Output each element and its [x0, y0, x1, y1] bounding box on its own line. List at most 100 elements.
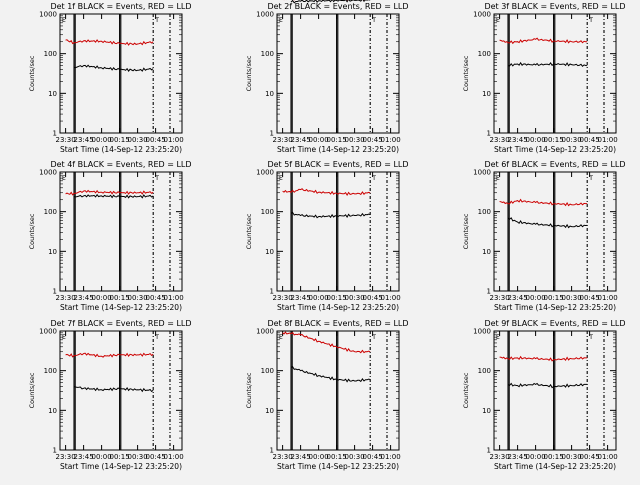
x-tick-label: 00:45 [146, 136, 166, 144]
x-tick-label: 00:00 [92, 136, 112, 144]
x-tick-label: 00:45 [363, 294, 383, 302]
y-tick-label: 100 [478, 208, 491, 216]
marker-t: T [371, 334, 376, 341]
x-tick-label: 23:45 [74, 136, 94, 144]
marker-e: E [279, 334, 283, 341]
x-tick-label: 00:00 [309, 453, 329, 461]
chart-panel-1: Det 1f BLACK = Events, RED = LLD 1 10 100 10… [28, 2, 192, 154]
series-line-events [290, 0, 371, 4]
chart-panel-5: Det 5f BLACK = Events, RED = LLD 1 10 100 10… [245, 160, 409, 312]
x-tick-label: 23:30 [490, 136, 510, 144]
x-tick-label: 00:00 [526, 136, 546, 144]
y-tick-label: 10 [265, 248, 274, 256]
x-tick-label: 00:15 [544, 136, 564, 144]
x-tick-label: 23:30 [273, 294, 293, 302]
x-tick-label: 23:45 [508, 136, 528, 144]
x-tick-label: 23:30 [56, 136, 76, 144]
marker-e: E [62, 17, 66, 24]
series-line-events [507, 382, 588, 389]
chart-panel-7: Det 7f BLACK = Events, RED = LLD 1 10 100 10… [28, 319, 192, 471]
y-tick-label: 1 [53, 288, 57, 296]
series-line-events [507, 61, 588, 68]
y-tick-label: 1000 [473, 11, 491, 19]
x-tick-label: 01:00 [164, 136, 184, 144]
x-tick-label: 23:30 [490, 294, 510, 302]
marker-e: E [62, 175, 66, 182]
y-tick-label: 100 [261, 367, 274, 375]
marker-t: T [154, 17, 159, 24]
y-tick-label: 1 [53, 447, 57, 455]
y-tick-label: 100 [44, 50, 57, 58]
x-tick-label: 00:30 [128, 136, 148, 144]
marker-t: T [154, 334, 159, 341]
y-axis-label: Counts/sec [462, 372, 470, 408]
chart-title: Det 6f BLACK = Events, RED = LLD [484, 160, 625, 169]
y-axis-label: Counts/sec [28, 372, 36, 408]
x-tick-label: 00:45 [146, 453, 166, 461]
chart-title: Det 1f BLACK = Events, RED = LLD [50, 2, 191, 11]
chart-title: Det 8f BLACK = Events, RED = LLD [267, 319, 408, 328]
chart-title: Det 4f BLACK = Events, RED = LLD [50, 160, 191, 169]
y-tick-label: 10 [265, 407, 274, 415]
x-tick-label: 00:30 [345, 294, 365, 302]
x-tick-label: 23:45 [74, 294, 94, 302]
x-tick-label: 00:30 [345, 453, 365, 461]
x-tick-label: 00:30 [562, 294, 582, 302]
marker-e: E [279, 175, 283, 182]
x-axis-label: Start Time (14-Sep-12 23:25:20) [60, 145, 182, 154]
x-tick-label: 23:45 [291, 453, 311, 461]
chart-title: Det 9f BLACK = Events, RED = LLD [484, 319, 625, 328]
x-tick-label: 00:15 [327, 453, 347, 461]
y-tick-label: 100 [478, 367, 491, 375]
x-tick-label: 00:15 [327, 294, 347, 302]
y-axis-label: Counts/sec [245, 213, 253, 249]
marker-t: T [588, 175, 593, 182]
x-tick-label: 00:30 [562, 136, 582, 144]
x-tick-label: 23:45 [508, 453, 528, 461]
marker-e: E [279, 17, 283, 24]
x-tick-label: 23:30 [490, 453, 510, 461]
x-tick-label: 01:00 [381, 294, 401, 302]
x-tick-label: 00:30 [345, 136, 365, 144]
y-tick-label: 1 [270, 288, 274, 296]
y-tick-label: 100 [44, 208, 57, 216]
x-tick-label: 01:00 [381, 136, 401, 144]
marker-e: E [496, 175, 500, 182]
x-tick-label: 23:45 [508, 294, 528, 302]
x-tick-label: 23:45 [74, 453, 94, 461]
x-axis-label: Start Time (14-Sep-12 23:25:20) [494, 462, 616, 471]
chart-panel-8: Det 8f BLACK = Events, RED = LLD 1 10 100 10… [245, 319, 409, 471]
y-axis-label: Counts/sec [28, 213, 36, 249]
x-tick-label: 00:00 [309, 294, 329, 302]
marker-e: E [62, 334, 66, 341]
x-tick-label: 23:30 [273, 453, 293, 461]
x-tick-label: 00:00 [92, 294, 112, 302]
x-tick-label: 00:45 [580, 294, 600, 302]
series-line-lld [499, 37, 588, 45]
y-tick-label: 100 [478, 50, 491, 58]
x-tick-label: 01:00 [164, 453, 184, 461]
x-axis-label: Start Time (14-Sep-12 23:25:20) [277, 303, 399, 312]
series-line-events [73, 64, 154, 72]
x-tick-label: 00:00 [309, 136, 329, 144]
x-axis-label: Start Time (14-Sep-12 23:25:20) [60, 303, 182, 312]
marker-t: T [588, 17, 593, 24]
x-tick-label: 01:00 [598, 294, 618, 302]
marker-t: T [371, 17, 376, 24]
x-tick-label: 23:30 [273, 136, 293, 144]
x-tick-label: 00:00 [526, 294, 546, 302]
marker-e: E [496, 17, 500, 24]
x-tick-label: 01:00 [381, 453, 401, 461]
chart-panel-2: Det 2f BLACK = Events, RED = LLD 1 10 100 10… [245, 0, 409, 154]
x-axis-label: Start Time (14-Sep-12 23:25:20) [277, 462, 399, 471]
series-line-events [73, 386, 154, 393]
x-tick-label: 00:15 [327, 136, 347, 144]
x-tick-label: 23:45 [291, 294, 311, 302]
y-tick-label: 10 [482, 248, 491, 256]
chart-panel-4: Det 4f BLACK = Events, RED = LLD 1 10 100 10… [28, 160, 192, 312]
x-tick-label: 00:30 [562, 453, 582, 461]
x-tick-label: 23:30 [56, 294, 76, 302]
x-tick-label: 00:45 [580, 136, 600, 144]
chart-panel-9: Det 9f BLACK = Events, RED = LLD 1 10 100 10… [462, 319, 626, 471]
y-tick-label: 1000 [39, 169, 57, 177]
